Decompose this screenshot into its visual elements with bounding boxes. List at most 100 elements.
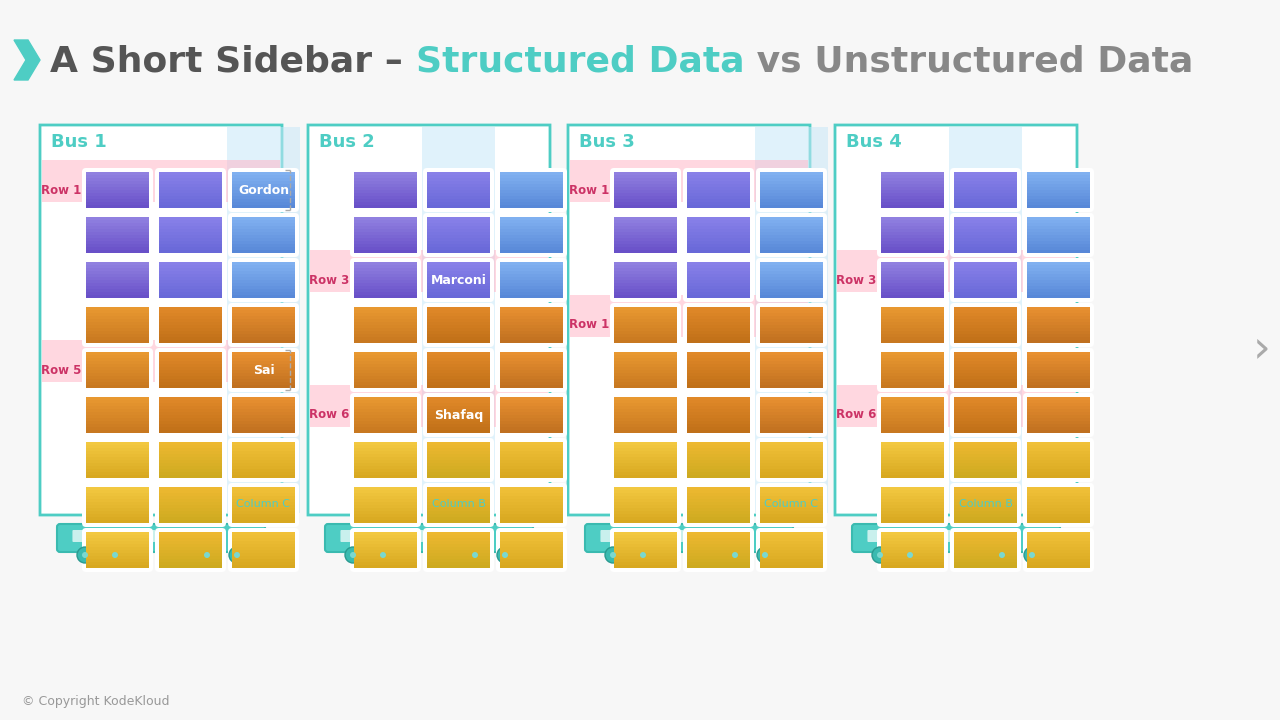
FancyBboxPatch shape [228,438,300,482]
Bar [1027,541,1091,544]
FancyBboxPatch shape [308,125,550,515]
FancyBboxPatch shape [852,524,1060,552]
Bar [687,544,750,547]
Bar [881,466,945,469]
Bar [86,492,148,496]
Bar [881,372,945,376]
Bar [355,271,417,274]
Bar [881,538,945,541]
Bar [687,292,750,295]
FancyBboxPatch shape [684,348,754,392]
Bar [687,415,750,418]
Bar [232,562,294,565]
Bar [355,276,417,280]
Bar [687,418,750,421]
Bar [760,546,823,550]
Bar [614,400,677,403]
Bar [954,189,1018,193]
Bar [1027,232,1091,235]
Bar [1027,322,1091,325]
Bar [1027,418,1091,421]
Text: Row 1: Row 1 [568,184,609,197]
FancyBboxPatch shape [611,438,681,482]
FancyBboxPatch shape [611,168,681,212]
Bar [159,402,221,406]
Bar [232,534,294,538]
Bar [355,444,417,448]
FancyBboxPatch shape [585,524,794,552]
Bar [760,564,823,568]
Bar [86,328,148,331]
Bar [760,307,823,310]
Bar [881,228,945,232]
Bar [687,366,750,370]
Bar [86,318,148,322]
Bar [355,189,417,193]
Bar [232,372,294,376]
Bar [954,274,1018,277]
Bar [760,405,823,409]
Bar [428,351,490,355]
FancyBboxPatch shape [611,213,681,257]
Bar [881,426,945,430]
Bar [954,268,1018,271]
Bar [355,384,417,388]
Bar [614,544,677,547]
Bar [159,556,221,559]
Bar [159,235,221,238]
Bar [760,225,823,229]
Bar [355,292,417,295]
FancyBboxPatch shape [756,348,827,392]
FancyBboxPatch shape [228,483,300,527]
Bar [881,199,945,202]
Bar [614,225,677,229]
FancyBboxPatch shape [228,303,300,347]
Bar [614,292,677,295]
Bar [881,351,945,355]
Bar [614,243,677,247]
Bar [954,196,1018,199]
Bar [428,354,490,358]
Bar [428,534,490,538]
Bar [500,538,563,541]
Bar [86,562,148,565]
Bar [614,382,677,385]
Bar [86,538,148,541]
FancyBboxPatch shape [136,530,155,542]
Bar [1027,430,1091,433]
Bar [760,487,823,490]
Bar [159,516,221,520]
Bar [1027,423,1091,427]
Bar [881,282,945,286]
Bar [687,552,750,556]
Bar [614,448,677,451]
Bar [86,330,148,334]
Bar [86,274,148,277]
Text: vs Unstructured Data: vs Unstructured Data [744,44,1193,78]
Bar [232,225,294,229]
Bar [232,552,294,556]
Bar [232,264,294,268]
Bar [760,544,823,547]
Bar [881,336,945,340]
Bar [428,562,490,565]
Bar [687,562,750,565]
Bar [500,186,563,190]
Bar [500,189,563,193]
Bar [232,340,294,343]
Bar [500,456,563,460]
Bar [355,328,417,331]
Bar [428,487,490,490]
Bar [614,520,677,523]
Bar [760,268,823,271]
FancyBboxPatch shape [950,528,1021,572]
Bar [232,420,294,424]
Bar [954,286,1018,289]
Bar [760,502,823,505]
Bar [1027,369,1091,373]
Bar [687,204,750,208]
Bar [232,294,294,298]
Bar [355,315,417,319]
Bar [232,361,294,364]
Text: Shafaq: Shafaq [434,408,483,421]
